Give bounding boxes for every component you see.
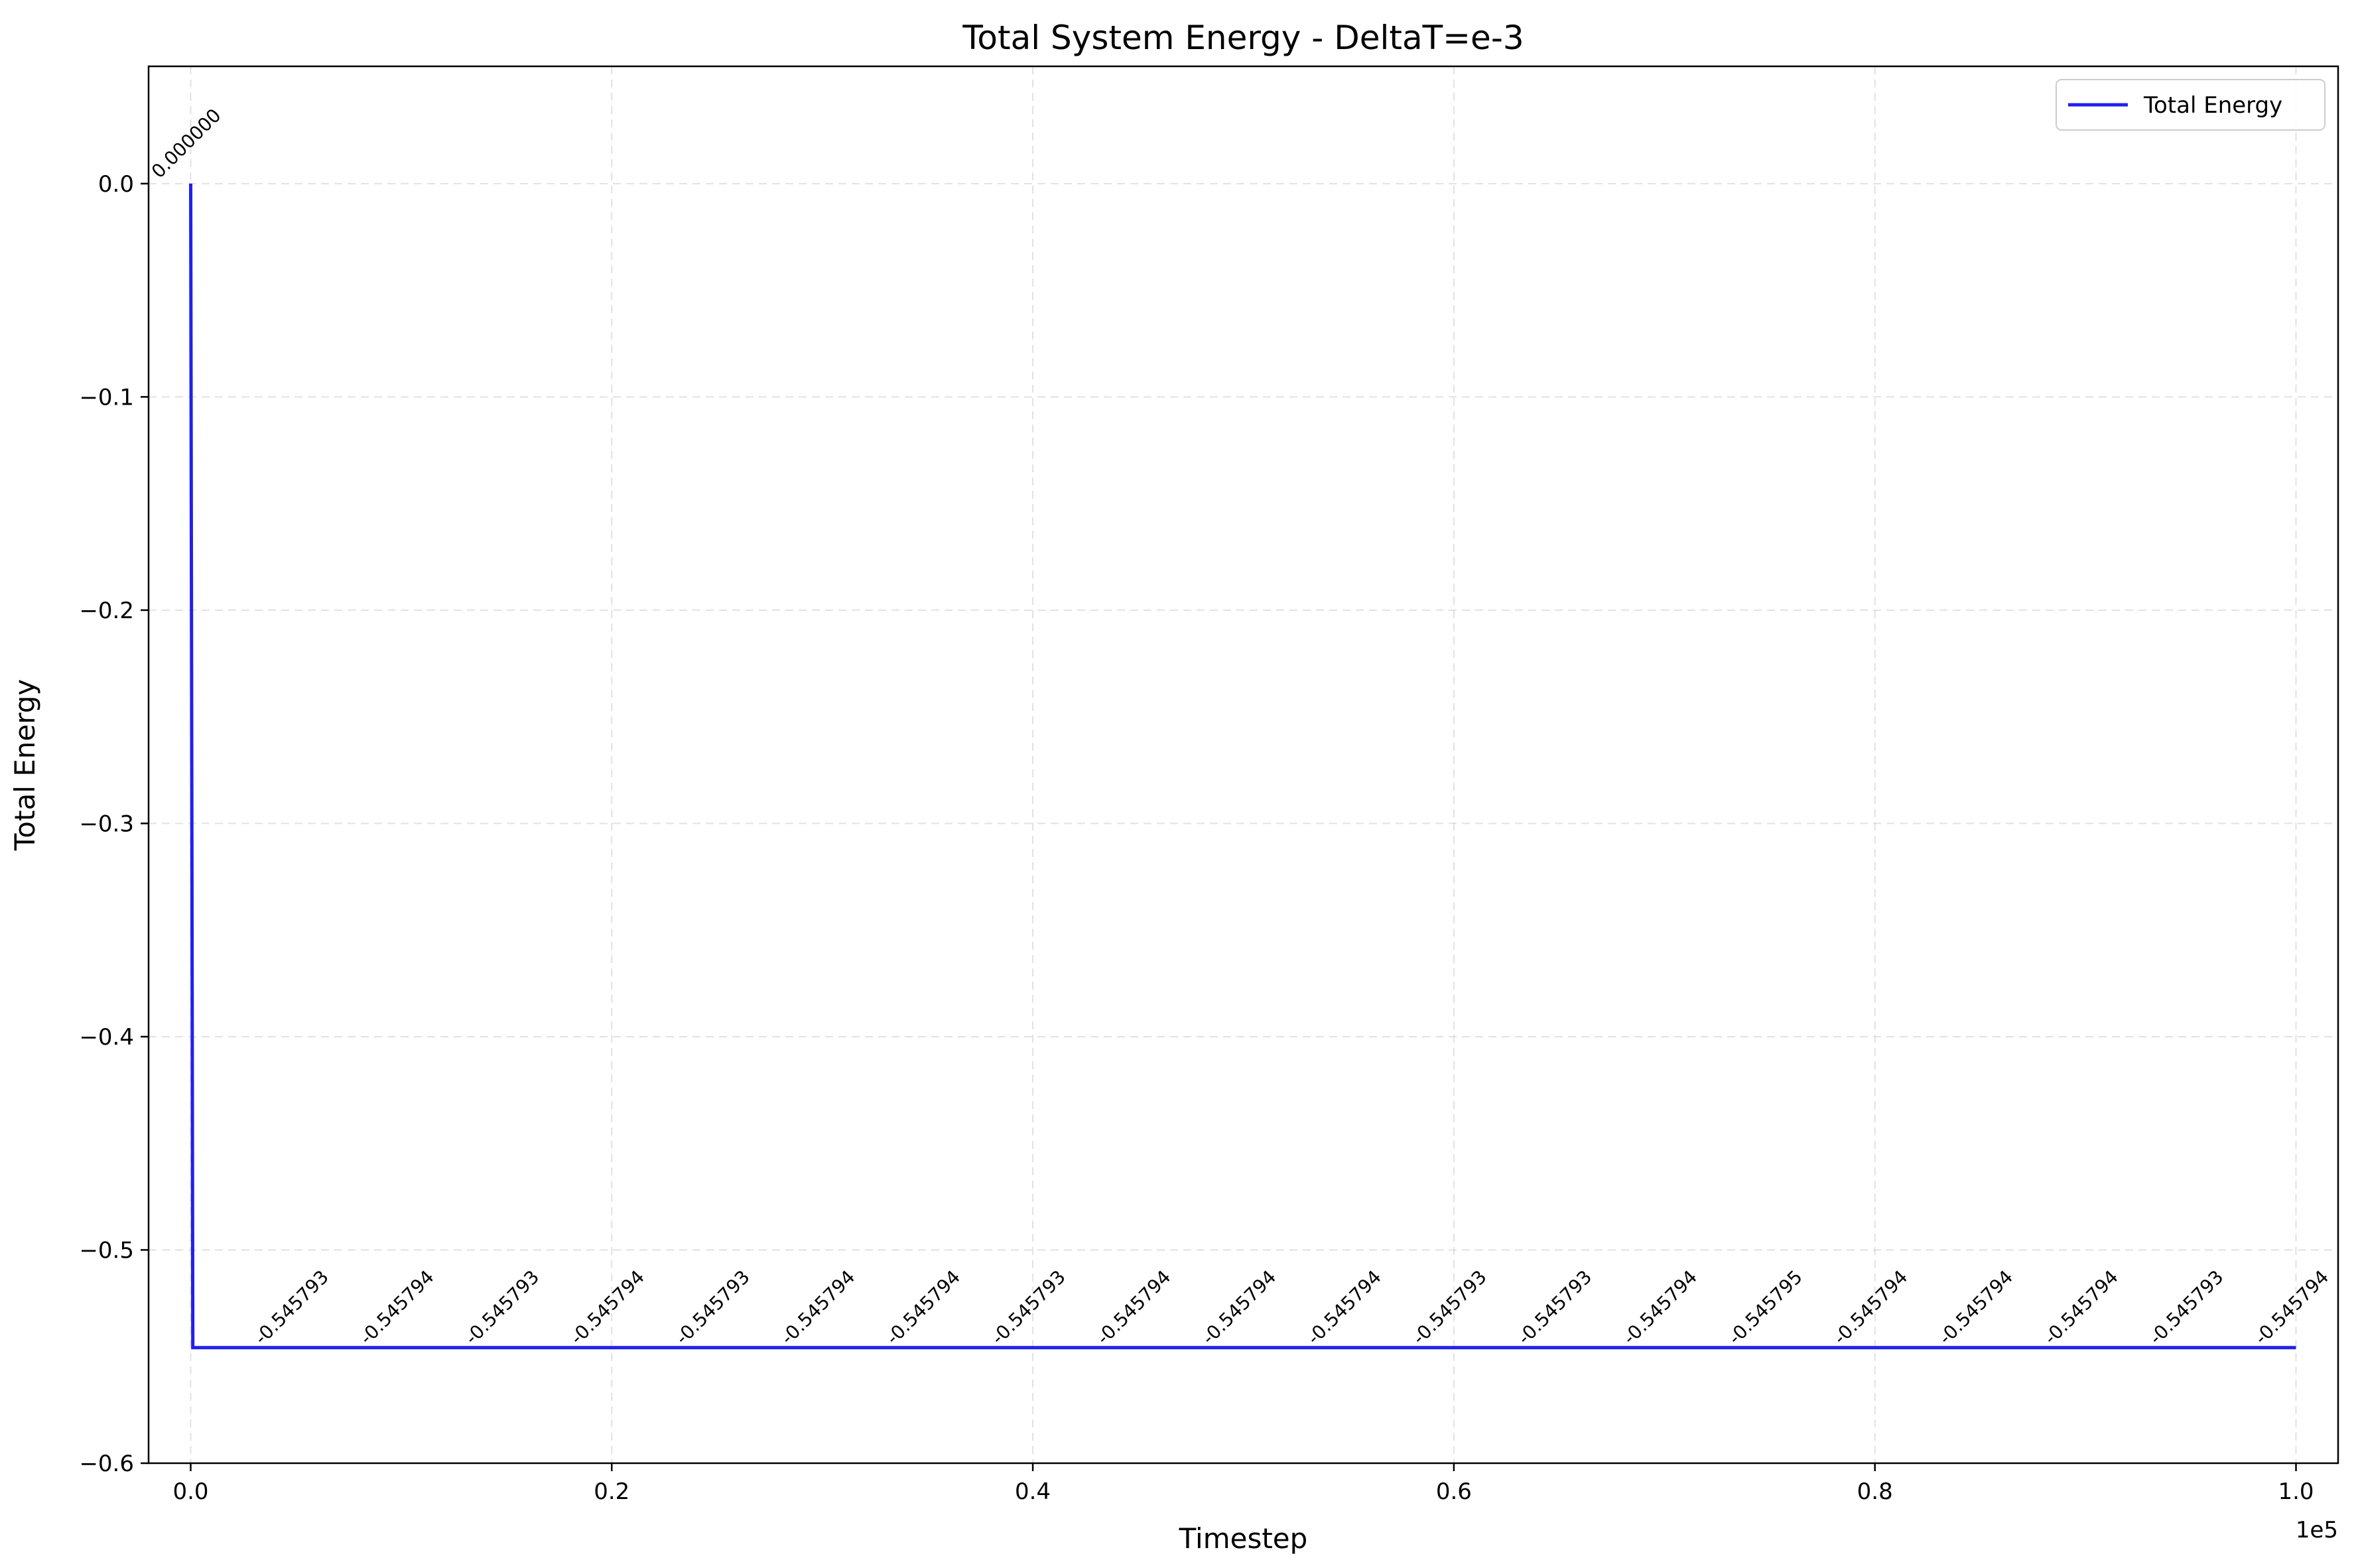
x-tick-label: 0.8 <box>1857 1478 1893 1505</box>
x-tick-label: 1.0 <box>2278 1478 2314 1505</box>
y-axis-label: Total Energy <box>9 679 41 851</box>
x-tick-label: 0.0 <box>172 1478 208 1505</box>
y-tick-label: −0.2 <box>79 598 134 624</box>
x-axis-offset-label: 1e5 <box>2296 1517 2338 1543</box>
y-tick-label: −0.5 <box>79 1237 134 1264</box>
x-tick-label: 0.4 <box>1015 1478 1051 1505</box>
x-tick-label: 0.6 <box>1436 1478 1472 1505</box>
x-axis-label: Timestep <box>1179 1522 1308 1555</box>
legend: Total Energy <box>2056 79 2325 131</box>
y-tick-label: −0.3 <box>79 811 134 837</box>
chart-title: Total System Energy - DeltaT=e-3 <box>962 19 1524 57</box>
legend-label: Total Energy <box>2143 92 2282 119</box>
axes-frame <box>147 65 2339 1465</box>
y-tick-label: 0.0 <box>98 171 134 198</box>
y-tick-label: −0.1 <box>79 384 134 411</box>
legend-box <box>2056 79 2325 131</box>
y-tick-label: −0.4 <box>79 1024 134 1051</box>
x-tick-label: 0.2 <box>594 1478 629 1505</box>
axis-ticks: 0.0 0.2 0.4 0.6 0.8 1.0 0.0 −0.1 −0.2 −0.3 −0.4 −0.… <box>79 171 2314 1505</box>
series-layer <box>189 183 2296 1350</box>
y-tick-label: −0.6 <box>79 1451 134 1477</box>
series-line <box>189 183 2296 1350</box>
